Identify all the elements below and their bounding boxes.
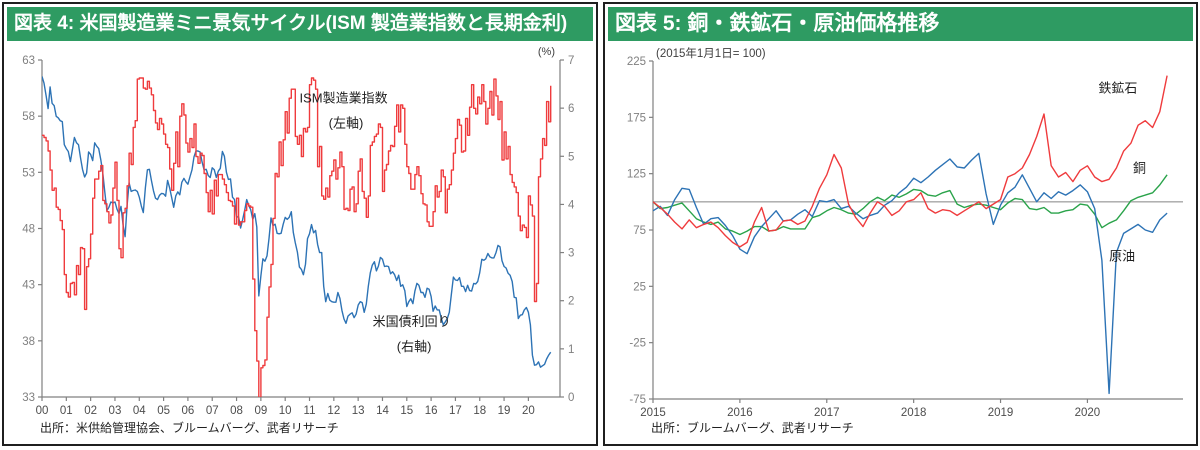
svg-text:2018: 2018 (901, 407, 927, 417)
svg-text:125: 125 (627, 169, 646, 181)
svg-text:07: 07 (206, 405, 219, 417)
svg-text:2020: 2020 (1075, 407, 1101, 417)
svg-text:銅: 銅 (1133, 161, 1146, 176)
panel-title-bar: 図表 5: 銅・鉄鉱石・原油価格推移 (608, 7, 1193, 41)
svg-text:16: 16 (425, 405, 438, 417)
svg-text:4: 4 (568, 199, 575, 211)
svg-text:01: 01 (60, 405, 73, 417)
svg-text:2: 2 (568, 296, 574, 308)
figure4-source: 出所：米供給管理協会、ブルームバーグ、武者リサーチ (40, 421, 339, 435)
svg-text:175: 175 (627, 112, 646, 124)
svg-text:2016: 2016 (727, 407, 753, 417)
svg-text:38: 38 (22, 336, 35, 348)
svg-text:5: 5 (568, 151, 574, 163)
svg-text:-25: -25 (629, 338, 646, 350)
svg-text:14: 14 (376, 405, 389, 417)
commodity-chart-panel: 図表 5: 銅・鉄鉱石・原油価格推移 225 175 125 75 25 -25 -75 20… (603, 2, 1198, 446)
svg-text:米国債利回り: 米国債利回り (373, 314, 451, 329)
svg-text:43: 43 (22, 280, 35, 292)
svg-text:00: 00 (36, 405, 49, 417)
svg-text:02: 02 (84, 405, 97, 417)
svg-text:20: 20 (522, 405, 535, 417)
svg-text:2017: 2017 (814, 407, 840, 417)
svg-text:33: 33 (22, 392, 35, 404)
svg-text:鉄鉱石: 鉄鉱石 (1098, 81, 1137, 96)
svg-text:12: 12 (327, 405, 340, 417)
svg-text:1: 1 (568, 344, 574, 356)
svg-text:03: 03 (109, 405, 122, 417)
svg-text:225: 225 (627, 56, 646, 68)
svg-text:06: 06 (182, 405, 195, 417)
panel-title-bar: 図表 4: 米国製造業ミニ景気サイクル(ISM 製造業指数と長期金利) (7, 7, 593, 41)
figure5-title: 図表 5: 銅・鉄鉱石・原油価格推移 (615, 12, 940, 35)
svg-text:2019: 2019 (988, 407, 1014, 417)
svg-text:(左軸): (左軸) (329, 115, 364, 130)
svg-text:6: 6 (568, 103, 574, 115)
svg-text:(%): (%) (538, 46, 555, 58)
svg-text:(右軸): (右軸) (397, 339, 432, 354)
svg-text:(2015年1月1日= 100): (2015年1月1日= 100) (656, 46, 766, 60)
svg-text:08: 08 (230, 405, 243, 417)
svg-text:3: 3 (568, 248, 574, 260)
svg-text:75: 75 (633, 225, 646, 237)
svg-text:11: 11 (304, 405, 316, 417)
svg-text:48: 48 (22, 224, 35, 236)
svg-text:58: 58 (22, 111, 35, 123)
svg-text:09: 09 (254, 405, 267, 417)
figure4-title: 図表 4: 米国製造業ミニ景気サイクル(ISM 製造業指数と長期金利) (14, 13, 568, 34)
svg-text:18: 18 (473, 405, 486, 417)
svg-text:0: 0 (568, 392, 574, 404)
svg-text:13: 13 (352, 405, 365, 417)
svg-text:05: 05 (157, 405, 170, 417)
svg-text:原油: 原油 (1109, 248, 1135, 263)
svg-text:25: 25 (633, 281, 646, 293)
svg-text:2015: 2015 (640, 407, 666, 417)
svg-text:04: 04 (133, 405, 146, 417)
svg-text:63: 63 (22, 55, 35, 67)
svg-text:17: 17 (449, 405, 462, 417)
svg-text:53: 53 (22, 167, 35, 179)
svg-text:15: 15 (400, 405, 413, 417)
svg-text:7: 7 (568, 55, 574, 67)
svg-text:10: 10 (279, 405, 292, 417)
svg-text:-75: -75 (629, 394, 646, 406)
figure5-source: 出所：ブルームバーグ、武者リサーチ (651, 421, 854, 435)
svg-text:19: 19 (498, 405, 511, 417)
ism-chart-panel: 図表 4: 米国製造業ミニ景気サイクル(ISM 製造業指数と長期金利) 63 58… (2, 2, 598, 446)
svg-text:ISM製造業指数: ISM製造業指数 (299, 91, 387, 106)
